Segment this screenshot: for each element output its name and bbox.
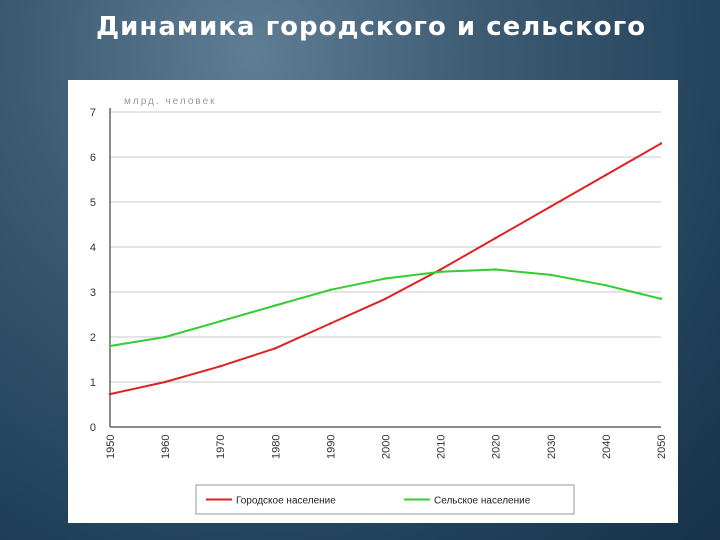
x-tick-label: 1990	[325, 435, 337, 459]
data-point	[329, 322, 332, 325]
y-tick-label: 0	[90, 422, 96, 434]
x-tick-label: 1960	[160, 435, 172, 459]
data-point	[494, 268, 497, 271]
y-tick-label: 1	[90, 377, 96, 389]
data-point	[163, 335, 167, 339]
data-point	[604, 173, 608, 177]
y-tick-label: 4	[90, 242, 96, 254]
data-point	[384, 277, 387, 280]
data-point	[163, 380, 167, 384]
data-point	[219, 365, 222, 368]
y-tick-label: 7	[90, 107, 96, 119]
data-point	[274, 304, 277, 307]
data-point	[384, 297, 387, 300]
legend-label-1: Сельское население	[434, 496, 531, 507]
x-tick-label: 1980	[270, 435, 282, 459]
data-point	[604, 284, 608, 287]
chart-legend: Городское население Сельское население	[195, 484, 575, 515]
data-point	[549, 205, 552, 208]
x-tick-label: 2010	[436, 435, 448, 459]
axes	[109, 108, 661, 428]
series-line-0	[109, 142, 662, 396]
x-tick-label: 1950	[105, 435, 117, 459]
data-point	[439, 268, 442, 271]
x-tick-label: 2040	[601, 435, 613, 459]
y-tick-label: 6	[90, 152, 96, 164]
data-point	[329, 288, 332, 291]
legend-box	[195, 484, 575, 515]
data-point	[659, 142, 663, 145]
data-point	[219, 320, 222, 323]
y-tick-label: 3	[90, 287, 96, 299]
gridlines	[110, 111, 661, 383]
y-tick-label: 2	[90, 332, 96, 344]
population-line-chart: млрд. человек 0 1 2 3 4 5 6 7 1950 1960 1970 1980 19…	[90, 96, 668, 515]
y-tick-label: 5	[90, 197, 96, 209]
x-tick-label: 2050	[656, 435, 668, 459]
slide-title: Динамика городского и сельского	[96, 12, 647, 42]
chart-panel: млрд. человек 0 1 2 3 4 5 6 7 1950 1960 1970 1980 19…	[68, 80, 678, 523]
data-point	[659, 297, 663, 300]
data-point	[274, 347, 277, 350]
series-line-1	[109, 268, 662, 347]
data-point	[108, 344, 112, 348]
data-point	[439, 270, 442, 273]
chart-caption-faded: млрд. человек	[124, 96, 217, 107]
data-point	[108, 392, 112, 396]
tick-labels: 0 1 2 3 4 5 6 7 1950 1960 1970 1980 1990 2000 2010 2020…	[90, 107, 668, 459]
x-tick-label: 2030	[546, 435, 558, 459]
data-point	[549, 273, 552, 277]
series-lines	[108, 142, 663, 396]
data-point	[494, 236, 497, 240]
x-tick-label: 1970	[215, 435, 227, 459]
legend-label-0: Городское население	[236, 496, 336, 507]
x-tick-label: 2020	[491, 435, 503, 459]
x-tick-label: 2000	[381, 435, 393, 459]
